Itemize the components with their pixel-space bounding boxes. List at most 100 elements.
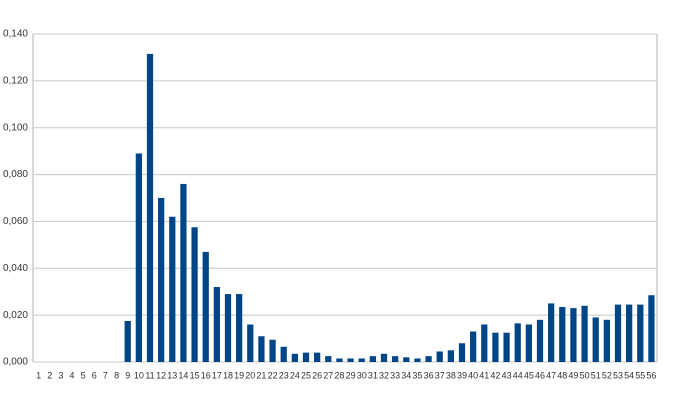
x-tick-label: 56 [646,370,656,380]
bar [425,356,432,362]
x-tick-label: 1 [36,370,41,380]
bar [236,294,243,362]
x-tick-label: 7 [103,370,108,380]
x-tick-label: 49 [568,370,578,380]
x-tick-label: 6 [92,370,97,380]
y-tick-label: 0,060 [3,216,28,227]
x-tick-label: 43 [502,370,512,380]
bar [191,227,198,362]
y-tick-label: 0,140 [3,29,28,40]
x-tick-label: 14 [178,370,188,380]
bar [392,356,399,362]
bar [436,351,443,362]
bar [470,331,477,362]
bar [336,358,343,362]
bar [536,319,544,362]
bar [492,332,499,362]
bar [603,319,610,362]
bar [403,357,410,362]
bar [213,287,220,362]
bar [380,353,388,362]
bar [180,183,187,362]
bar [124,321,131,362]
x-tick-label: 4 [69,370,74,380]
bar [458,343,466,362]
x-tick-label: 52 [602,370,612,380]
bar [302,352,310,362]
bar [280,346,287,362]
x-tick-label: 34 [401,370,411,380]
bar [358,358,365,362]
y-tick-label: 0,120 [3,75,28,86]
x-tick-label: 2 [47,370,52,380]
x-tick-label: 32 [379,370,389,380]
bar [224,294,232,362]
bar [592,317,599,362]
x-tick-label: 22 [268,370,278,380]
x-tick-label: 3 [58,370,63,380]
x-tick-label: 24 [290,370,300,380]
bar [626,304,633,362]
y-tick-label: 0,000 [3,357,28,368]
bar [247,324,254,362]
bar [559,306,566,362]
x-tick-label: 8 [114,370,119,380]
bar [258,336,265,362]
bar [291,353,298,362]
x-tick-label: 42 [490,370,500,380]
x-tick-label: 18 [223,370,233,380]
bar [269,339,276,362]
x-tick-label: 28 [334,370,344,380]
bar [202,251,209,362]
x-tick-label: 10 [134,370,144,380]
x-tick-label: 26 [312,370,322,380]
bar [414,358,421,362]
x-tick-label: 40 [468,370,478,380]
x-tick-label: 12 [156,370,166,380]
x-tick-label: 27 [323,370,333,380]
x-tick-label: 13 [167,370,177,380]
bar [503,332,510,362]
x-tick-label: 37 [435,370,445,380]
bar [169,216,176,362]
x-tick-label: 17 [212,370,222,380]
bar [570,308,577,362]
x-tick-label: 51 [591,370,601,380]
x-tick-label: 53 [613,370,623,380]
bar [447,350,454,362]
bar [369,356,376,362]
bar [614,304,622,362]
bar [158,198,165,362]
x-tick-label: 30 [357,370,367,380]
x-tick-label: 45 [524,370,534,380]
x-tick-label: 15 [190,370,200,380]
bar [481,324,488,362]
x-tick-label: 33 [390,370,400,380]
bar [637,304,644,362]
x-tick-label: 20 [245,370,255,380]
x-tick-label: 48 [557,370,567,380]
x-tick-label: 29 [346,370,356,380]
x-tick-label: 44 [513,370,523,380]
x-tick-label: 50 [580,370,590,380]
x-tick-label: 16 [201,370,211,380]
x-tick-label: 31 [368,370,378,380]
bar [146,53,154,363]
x-tick-label: 47 [546,370,556,380]
x-tick-label: 9 [125,370,130,380]
y-tick-label: 0,020 [3,310,28,321]
x-tick-label: 19 [234,370,244,380]
x-tick-label: 25 [301,370,311,380]
bar [648,295,655,362]
bar [581,305,588,362]
y-tick-label: 0,040 [3,263,28,274]
bar [314,352,321,362]
bar [548,303,555,362]
x-tick-label: 35 [412,370,422,380]
y-tick-label: 0,080 [3,169,28,180]
x-tick-label: 54 [624,370,634,380]
x-tick-label: 21 [256,370,266,380]
x-tick-label: 5 [81,370,86,380]
